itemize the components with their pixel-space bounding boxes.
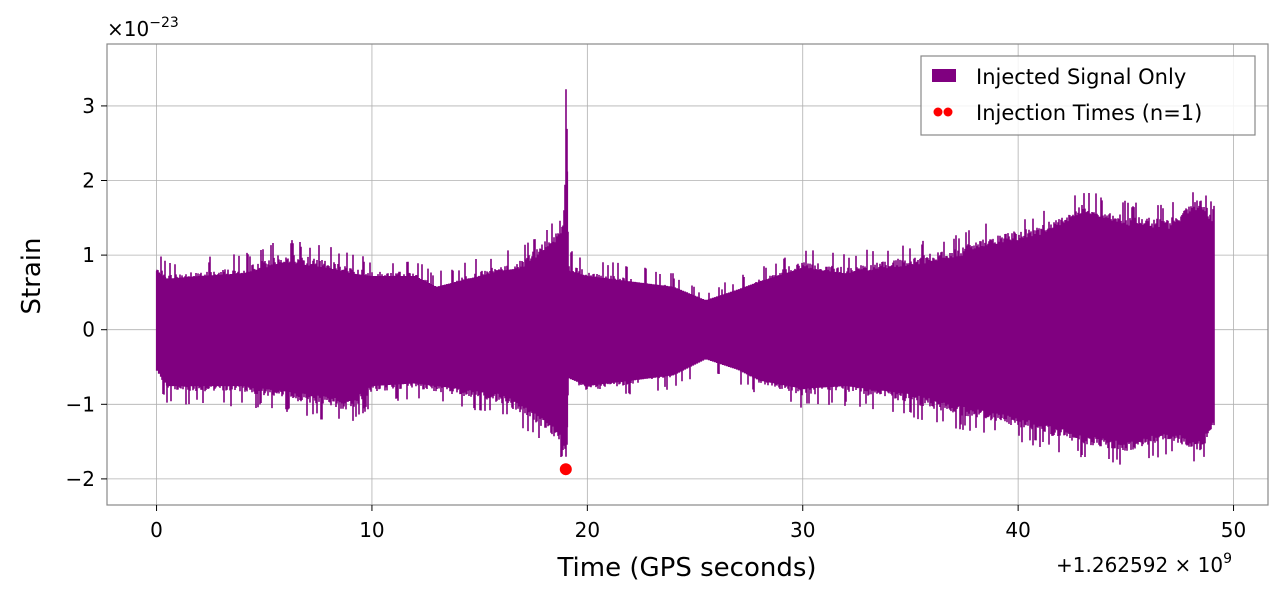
y-tick-label: 3 (82, 94, 95, 118)
y-tick-label: 1 (82, 243, 95, 267)
series-injected-signal-core (155, 171, 1215, 434)
x-tick-label: 50 (1221, 518, 1246, 542)
x-tick-label: 0 (150, 518, 163, 542)
tick-marks (101, 105, 1235, 511)
legend-box (920, 55, 1256, 136)
x-offset-exponent: 9 (1223, 551, 1232, 567)
legend: Injected Signal Only Injection Times (n=… (920, 55, 1256, 136)
legend-swatch-injected-signal (932, 69, 956, 82)
y-tick-label: 0 (82, 318, 95, 342)
plot-area (155, 89, 1215, 476)
y-tick-label: −2 (66, 467, 95, 491)
injection-time-point (559, 463, 572, 476)
x-tick-label: 20 (575, 518, 600, 542)
x-tick-label: 10 (359, 518, 384, 542)
x-offset-label: +1.262592 × 109 (1056, 551, 1232, 577)
y-tick-label: −1 (66, 392, 95, 416)
y-axis-label: Strain (17, 237, 47, 314)
x-tick-label: 30 (790, 518, 815, 542)
y-scale-label: ×10−23 (107, 15, 179, 41)
legend-marker-injection-times (933, 107, 943, 117)
legend-label-injection-times: Injection Times (n=1) (976, 101, 1202, 125)
axes-frame (106, 43, 1269, 506)
y-tick-label: 2 (82, 169, 95, 193)
x-tick-label: 40 (1005, 518, 1030, 542)
tick-labels: 0 10 20 30 40 50 −2 −1 0 1 2 3 (66, 94, 1247, 542)
legend-marker-injection-times-2 (943, 107, 953, 117)
legend-label-injected-signal: Injected Signal Only (976, 65, 1186, 89)
x-axis-label: Time (GPS seconds) (556, 553, 816, 583)
y-scale-exponent: −23 (149, 15, 179, 31)
